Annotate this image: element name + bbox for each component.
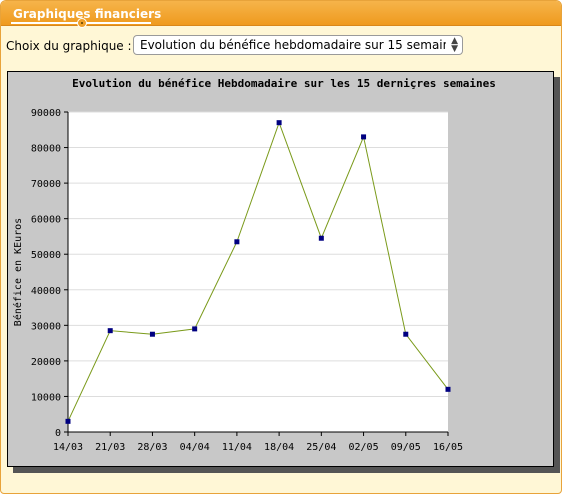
data-point-marker xyxy=(192,326,198,332)
y-tick-label: 50000 xyxy=(31,250,61,261)
panel-header: Graphiques financiers xyxy=(1,1,561,28)
chart-choice-label: Choix du graphique : xyxy=(6,39,132,53)
y-tick-label: 60000 xyxy=(31,215,61,226)
y-tick-label: 80000 xyxy=(31,144,61,155)
x-tick-label: 14/03 xyxy=(53,442,83,453)
data-point-marker xyxy=(318,235,324,241)
x-tick-label: 11/04 xyxy=(222,442,252,453)
data-point-marker xyxy=(107,328,113,334)
y-tick-label: 0 xyxy=(55,428,61,439)
x-tick-label: 21/03 xyxy=(95,442,125,453)
y-tick-label: 30000 xyxy=(31,321,61,332)
chart-choice-select[interactable]: Evolution du bénéfice hebdomadaire sur 1… xyxy=(133,35,463,55)
line-chart: Evolution du bénéfice Hebdomadaire sur l… xyxy=(12,77,496,453)
x-tick-label: 04/04 xyxy=(180,442,210,453)
x-tick-label: 25/04 xyxy=(306,442,336,453)
chart-title: Evolution du bénéfice Hebdomadaire sur l… xyxy=(72,77,496,90)
data-point-marker xyxy=(361,134,367,140)
y-tick-label: 70000 xyxy=(31,179,61,190)
data-point-marker xyxy=(403,331,409,337)
panel-title[interactable]: Graphiques financiers xyxy=(13,7,162,21)
y-tick-label: 90000 xyxy=(31,108,61,119)
select-arrows-icon: ▲ ▼ xyxy=(451,36,458,54)
y-tick-label: 40000 xyxy=(31,286,61,297)
x-tick-label: 02/05 xyxy=(349,442,379,453)
data-point-marker xyxy=(445,386,451,392)
chart-frame: Evolution du bénéfice Hebdomadaire sur l… xyxy=(7,71,554,467)
x-tick-label: 09/05 xyxy=(391,442,421,453)
y-tick-label: 20000 xyxy=(31,357,61,368)
series-line xyxy=(67,121,449,422)
data-point-marker xyxy=(65,418,71,424)
chart-choice-selected-value: Evolution du bénéfice hebdomadaire sur 1… xyxy=(140,38,446,52)
x-tick-label: 28/03 xyxy=(137,442,167,453)
data-point-marker xyxy=(234,239,240,245)
x-tick-label: 18/04 xyxy=(264,442,294,453)
x-tick-label: 16/05 xyxy=(433,442,463,453)
y-axis-label: Bénéfice en KEuros xyxy=(12,218,24,326)
data-point-marker xyxy=(276,120,282,126)
y-tick-label: 10000 xyxy=(31,392,61,403)
data-point-marker xyxy=(149,331,155,337)
tab-pointer-icon xyxy=(77,18,87,28)
plot-area xyxy=(68,112,448,432)
